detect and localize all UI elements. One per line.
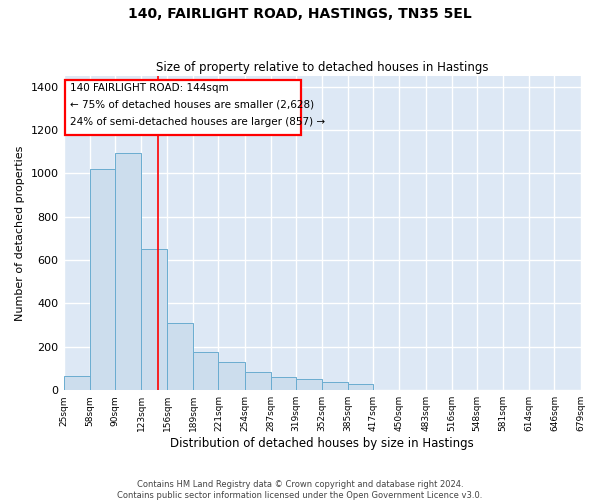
Bar (296, 380, 322, 390)
Bar (89, 169, 115, 390)
Y-axis label: Number of detached properties: Number of detached properties (15, 145, 25, 320)
X-axis label: Distribution of detached houses by size in Hastings: Distribution of detached houses by size … (170, 437, 474, 450)
Bar (141, 249, 167, 390)
Bar (348, 384, 373, 390)
Text: Contains HM Land Registry data © Crown copyright and database right 2024.
Contai: Contains HM Land Registry data © Crown c… (118, 480, 482, 500)
Text: 140 FAIRLIGHT ROAD: 144sqm: 140 FAIRLIGHT ROAD: 144sqm (70, 82, 229, 92)
FancyBboxPatch shape (65, 80, 301, 136)
Bar (245, 372, 271, 390)
Bar (271, 377, 296, 390)
Bar (218, 362, 245, 390)
Bar (167, 323, 193, 390)
Bar (115, 152, 141, 390)
Bar (193, 352, 218, 390)
Bar (64, 376, 89, 390)
Text: 140, FAIRLIGHT ROAD, HASTINGS, TN35 5EL: 140, FAIRLIGHT ROAD, HASTINGS, TN35 5EL (128, 8, 472, 22)
Text: ← 75% of detached houses are smaller (2,628): ← 75% of detached houses are smaller (2,… (70, 100, 314, 110)
Bar (322, 382, 348, 390)
Text: 24% of semi-detached houses are larger (857) →: 24% of semi-detached houses are larger (… (70, 117, 325, 127)
Title: Size of property relative to detached houses in Hastings: Size of property relative to detached ho… (156, 62, 488, 74)
